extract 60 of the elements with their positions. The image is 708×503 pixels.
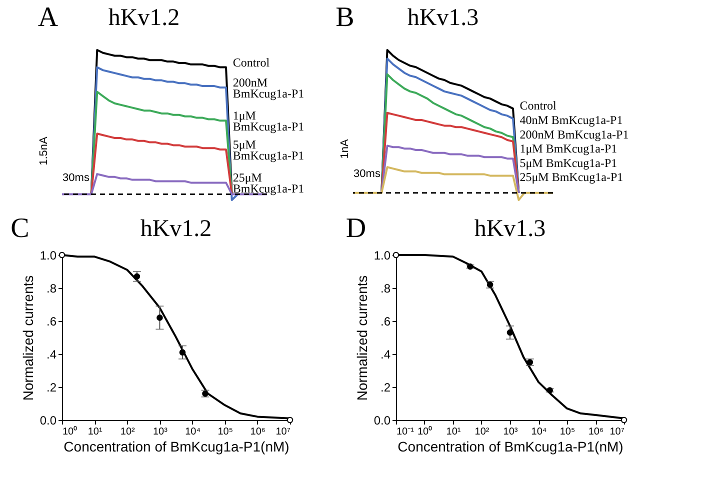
series-label: 200nM BmKcug1a-P1 — [520, 127, 629, 142]
point — [506, 329, 514, 336]
y-tick-label: 1.0 — [40, 248, 57, 262]
y-tick-label: 0.0 — [40, 414, 57, 428]
y-tick-label: .6 — [46, 314, 57, 328]
series-label: 40nM BmKcug1a-P1 — [520, 113, 623, 127]
text: C — [10, 213, 30, 244]
point — [156, 314, 163, 321]
x-tick-label: 10² — [474, 426, 490, 438]
y-tick-label: .6 — [380, 314, 391, 328]
x-tick-label: 10⁰ — [62, 426, 78, 438]
series-label: 25μM BmKcug1a-P1 — [232, 170, 304, 196]
series-label: 1μM BmKcug1a-P1 — [232, 108, 304, 134]
series-label: Control — [232, 55, 270, 70]
y-tick-label: .8 — [380, 282, 391, 296]
chart-title: hKv1.3 — [474, 216, 546, 242]
x-tick-label: 10³ — [152, 426, 168, 438]
x-tick-label: 10⁵ — [218, 426, 233, 438]
x-tick-label: 10⁷ — [276, 426, 291, 438]
x-axis-title: Concentration of BmKcug1a-P1(nM) — [64, 438, 290, 454]
x-tick-label: 10⁶ — [588, 426, 604, 438]
x-tick-label: 10¹ — [88, 426, 103, 438]
y-tick-label: .4 — [380, 348, 391, 362]
chart-title: hKv1.3 — [407, 5, 479, 31]
x-tick-label: 10⁵ — [560, 426, 576, 438]
x-tick-label: 10³ — [503, 426, 518, 438]
series-label: 5μM BmKcug1a-P1 — [232, 138, 304, 163]
x-tick-label: 10⁶ — [250, 426, 266, 438]
y-tick-label: .4 — [46, 348, 57, 362]
series-label: 25μM BmKcug1a-P1 — [520, 170, 624, 184]
text: 1nA — [339, 138, 351, 159]
text: 1.5nA — [38, 136, 50, 166]
y-tick-label: 1.0 — [374, 248, 391, 262]
chart-title: hKv1.2 — [140, 216, 212, 242]
text: D — [346, 213, 366, 244]
series-label: 5μM BmKcug1a-P1 — [520, 156, 618, 170]
point — [134, 273, 140, 280]
x-tick-label: 10¹ — [446, 426, 462, 438]
y-tick-label: .2 — [380, 380, 391, 394]
y-tick-label: .2 — [46, 380, 57, 394]
y-tick-label: 0.0 — [374, 414, 391, 428]
chart-title: hKv1.2 — [108, 5, 180, 31]
y-axis-title: Normalized currents — [354, 275, 370, 401]
text: B — [336, 2, 354, 33]
x-tick-label: 10⁻¹ — [396, 426, 415, 438]
annotation: 30ms — [62, 172, 90, 184]
series-label: 1μM BmKcug1a-P1 — [520, 142, 618, 156]
point — [179, 349, 186, 356]
x-tick-label: 10⁴ — [531, 426, 547, 438]
text: A — [38, 2, 59, 33]
y-axis-title: Normalized currents — [20, 275, 36, 401]
y-tick-label: .8 — [46, 282, 57, 296]
series-label: 200nM BmKcug1a-P1 — [232, 76, 304, 100]
x-tick-label: 10⁰ — [417, 426, 433, 438]
x-axis-title: Concentration of BmKcug1a-P1(nM) — [398, 438, 624, 454]
x-tick-label: 10² — [120, 426, 136, 438]
series-label: Control — [520, 98, 558, 113]
annotation: 30ms — [354, 168, 381, 180]
x-tick-label: 10⁷ — [610, 426, 625, 438]
x-tick-label: 10⁴ — [185, 426, 200, 438]
